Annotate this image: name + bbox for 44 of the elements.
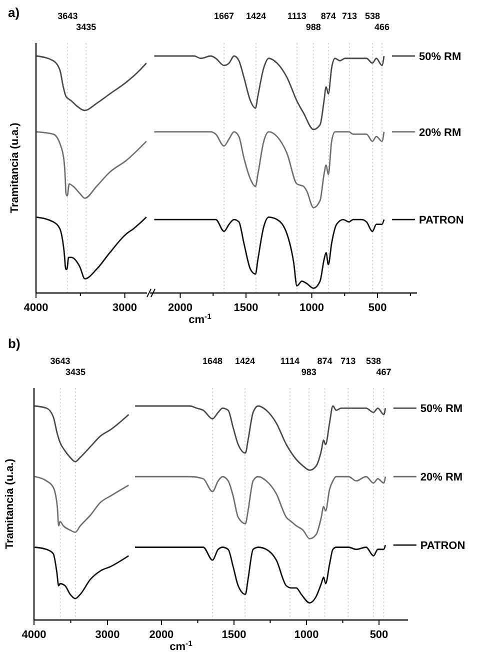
x-tick-label: 1000 (294, 629, 319, 641)
ref-line-label: 1424 (234, 356, 256, 366)
x-tick-label: 3000 (95, 629, 120, 641)
ref-line-label: 466 (374, 22, 390, 32)
x-tick-label: 500 (368, 302, 387, 314)
ref-line-label: 1667 (214, 11, 234, 21)
legend-label: 20% RM (420, 472, 463, 484)
ref-line-label: 3435 (66, 367, 86, 377)
ref-line-label: 538 (366, 356, 381, 366)
x-tick-label: 4000 (24, 302, 48, 314)
ref-line-label: 1113 (287, 11, 306, 21)
ref-line-label: 983 (301, 367, 316, 377)
chart-title: a) (8, 5, 20, 20)
ref-line-label: 713 (342, 11, 358, 21)
y-axis-title: Tramitancia (u.a.) (9, 122, 21, 214)
legend-label: PATRON (418, 214, 464, 227)
x-tick-label: 2000 (149, 629, 174, 641)
y-axis-title: Tramitancia (u.a.) (4, 458, 16, 550)
x-tick-label: 3000 (112, 302, 138, 314)
x-tick-label: 2000 (168, 302, 192, 314)
ref-line-label: 1424 (246, 11, 266, 21)
x-tick-label: 4000 (22, 629, 46, 641)
ref-line-label: 874 (317, 356, 332, 366)
ref-line-label: 538 (365, 11, 380, 21)
ref-line-label: 467 (376, 367, 392, 377)
x-tick-label: 1500 (222, 629, 246, 641)
ref-line-label: 3435 (76, 22, 96, 32)
legend-label: 50% RM (420, 403, 463, 416)
x-tick-label: 500 (370, 629, 388, 641)
x-axis-title: cm$^{-1}$ (188, 312, 212, 326)
legend-label: 20% RM (418, 126, 462, 139)
ref-line-label: 713 (340, 356, 356, 366)
ref-line-label: 874 (320, 11, 336, 21)
ref-line-label: 3643 (50, 356, 70, 366)
ref-line-label: 1114 (280, 356, 300, 366)
x-axis-title: cm$^{-1}$ (170, 638, 194, 653)
legend-label: 50% RM (418, 51, 462, 63)
x-tick-label: 1500 (234, 302, 258, 314)
ref-line-label: 988 (306, 22, 321, 32)
x-tick-label: 1000 (300, 302, 324, 314)
chart-title: b) (8, 336, 20, 351)
ref-line-label: 3643 (58, 11, 78, 21)
legend-label: PATRON (420, 540, 466, 552)
ref-line-label: 1648 (202, 356, 223, 366)
